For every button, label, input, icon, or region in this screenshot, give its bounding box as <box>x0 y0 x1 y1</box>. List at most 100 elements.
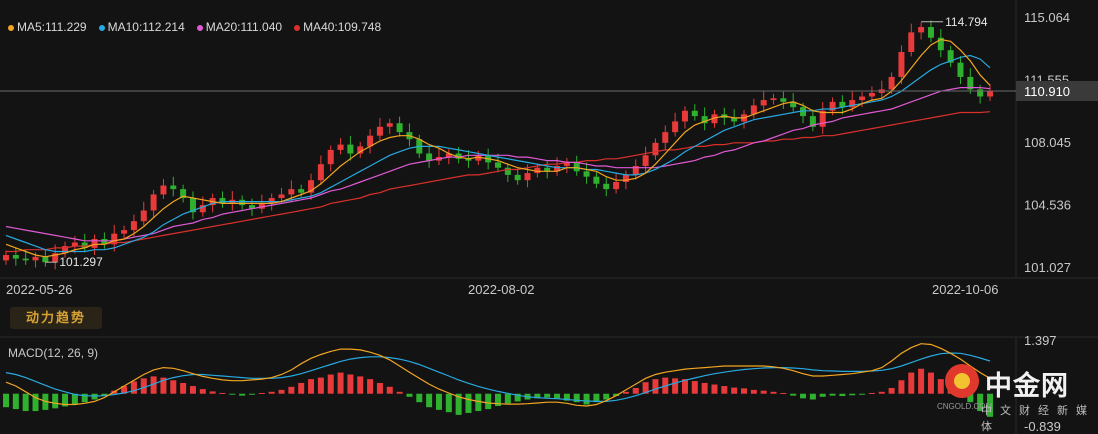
candle-body <box>642 155 649 166</box>
macd-hist-bar <box>426 393 433 408</box>
ma10-line <box>5 54 991 253</box>
watermark-site: CNGOLD.COM <box>937 402 993 411</box>
candle-body <box>937 37 944 51</box>
candle-body <box>701 116 708 124</box>
macd-hist-bar <box>209 391 216 394</box>
macd-hist-bar <box>12 393 19 410</box>
candle-body <box>672 121 679 133</box>
candle-body <box>170 185 177 190</box>
candle-body <box>219 198 226 204</box>
ma40-line <box>6 111 991 253</box>
macd-hist-bar <box>367 379 374 394</box>
candle-body <box>91 238 98 248</box>
macd-hist-bar <box>642 382 649 394</box>
candle-body <box>62 246 69 254</box>
date-tick-label: 2022-08-02 <box>468 282 535 297</box>
candle-body <box>583 171 590 177</box>
candle-body <box>22 258 29 261</box>
candle-body <box>12 255 19 259</box>
candle-body <box>898 51 905 77</box>
macd-hist-bar <box>711 384 718 394</box>
macd-hist-bar <box>52 393 59 409</box>
macd-hist-bar <box>809 393 816 400</box>
macd-hist-bar <box>603 393 610 400</box>
macd-hist-bar <box>672 378 679 394</box>
macd-hist-bar <box>839 393 846 397</box>
macd-hist-bar <box>357 376 364 394</box>
candle-body <box>249 205 255 209</box>
candle-body <box>445 153 452 158</box>
macd-hist-bar <box>121 386 128 394</box>
macd-hist-bar <box>278 389 285 394</box>
watermark: 中金网 CNGOLD.COM 中文财经新媒体 <box>935 362 1095 433</box>
macd-hist-bar <box>760 390 767 394</box>
macd-hist-bar <box>327 374 334 394</box>
candle-body <box>199 205 206 213</box>
ma40-dot-icon <box>294 24 301 31</box>
macd-hist-bar <box>229 393 236 395</box>
candle-body <box>918 27 925 33</box>
price-tick-label: 101.027 <box>1024 260 1071 275</box>
candle-body <box>554 165 561 172</box>
macd-hist-bar <box>563 393 570 401</box>
macd-hist-bar <box>298 382 305 394</box>
candle-body <box>927 27 934 38</box>
macd-hist-bar <box>219 392 226 394</box>
macd-hist-bar <box>977 393 984 412</box>
macd-hist-bar <box>465 393 472 413</box>
candle-body <box>534 167 541 174</box>
candle-body <box>426 153 433 161</box>
macd-hist-bar <box>967 393 974 403</box>
macd-hist-bar <box>652 379 659 394</box>
candle-body <box>495 162 501 168</box>
macd-hist-bar <box>495 393 501 407</box>
macd-hist-bar <box>613 393 620 397</box>
macd-hist-bar <box>445 393 452 413</box>
candle-body <box>888 76 895 90</box>
candle-body <box>475 155 482 161</box>
macd-tick-label: 1.397 <box>1024 333 1057 348</box>
macd-hist-bar <box>317 377 324 394</box>
macd-hist-bar <box>937 379 944 394</box>
indicator-tab[interactable]: 动力趋势 <box>10 307 102 329</box>
candle-body <box>386 123 393 127</box>
macd-hist-bar <box>406 393 413 397</box>
macd-hist-bar <box>701 382 708 394</box>
macd-hist-bar <box>534 393 541 399</box>
candle-body <box>455 153 462 159</box>
candle-body <box>357 146 364 154</box>
watermark-name: 中金网 <box>985 371 1069 401</box>
macd-hist-bar <box>622 391 629 394</box>
macd-hist-bar <box>3 393 9 408</box>
macd-hist-bar <box>514 393 521 402</box>
price-tick-label: 115.064 <box>1024 10 1070 25</box>
candle-body <box>593 176 600 184</box>
macd-hist-bar <box>160 377 167 394</box>
macd-hist-bar <box>829 393 836 396</box>
macd-hist-bar <box>868 392 875 394</box>
legend-ma5: MA5:111.229 <box>8 20 87 34</box>
current-price-tag <box>1016 80 1098 101</box>
macd-hist-bar <box>593 393 600 403</box>
macd-title: MACD(12, 26, 9) <box>8 346 99 360</box>
macd-hist-bar <box>22 393 29 412</box>
date-tick-label: 2022-10-06 <box>932 282 999 297</box>
ma20-dot-icon <box>196 24 203 31</box>
date-tick-label: 2022-05-26 <box>6 282 73 297</box>
macd-hist-bar <box>239 393 246 396</box>
candle-body <box>622 174 629 182</box>
macd-hist-bar <box>386 386 393 394</box>
macd-hist-bar <box>681 379 688 394</box>
ma20-line <box>5 86 991 242</box>
macd-hist-bar <box>741 388 747 394</box>
candle-body <box>868 92 875 97</box>
macd-hist-bar <box>927 372 934 394</box>
candle-body <box>465 158 472 161</box>
candle-body <box>514 174 521 181</box>
candle-body <box>809 116 816 127</box>
macd-hist-bar <box>258 392 265 394</box>
macd-tick-label: -0.839 <box>1024 419 1061 434</box>
macd-hist-bar <box>376 382 383 394</box>
macd-dif-line <box>5 343 991 407</box>
